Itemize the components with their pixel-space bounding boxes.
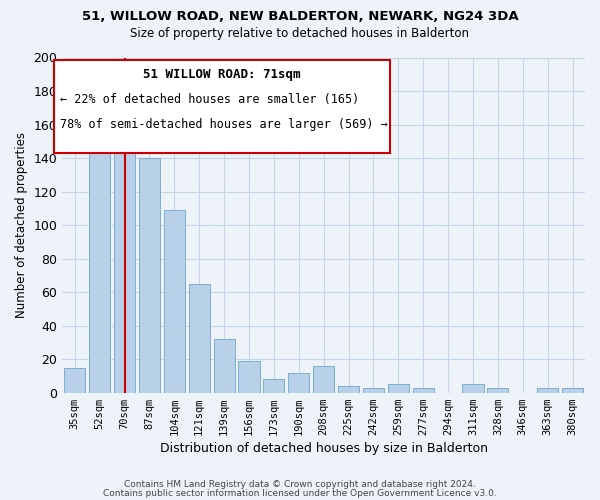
Bar <box>64 368 85 392</box>
Y-axis label: Number of detached properties: Number of detached properties <box>15 132 28 318</box>
Bar <box>89 140 110 392</box>
Bar <box>338 386 359 392</box>
Bar <box>313 366 334 392</box>
Bar <box>238 361 260 392</box>
Bar <box>139 158 160 392</box>
Text: ← 22% of detached houses are smaller (165): ← 22% of detached houses are smaller (16… <box>60 92 359 106</box>
Bar <box>537 388 558 392</box>
Bar <box>263 380 284 392</box>
Bar <box>114 140 135 392</box>
Text: Contains HM Land Registry data © Crown copyright and database right 2024.: Contains HM Land Registry data © Crown c… <box>124 480 476 489</box>
Text: 51 WILLOW ROAD: 71sqm: 51 WILLOW ROAD: 71sqm <box>143 68 301 80</box>
Bar <box>188 284 210 393</box>
Bar <box>388 384 409 392</box>
Bar <box>363 388 384 392</box>
Bar <box>463 384 484 392</box>
Bar <box>413 388 434 392</box>
Text: Contains public sector information licensed under the Open Government Licence v3: Contains public sector information licen… <box>103 489 497 498</box>
Bar <box>164 210 185 392</box>
Text: 78% of semi-detached houses are larger (569) →: 78% of semi-detached houses are larger (… <box>60 118 388 130</box>
Text: 51, WILLOW ROAD, NEW BALDERTON, NEWARK, NG24 3DA: 51, WILLOW ROAD, NEW BALDERTON, NEWARK, … <box>82 10 518 23</box>
Bar <box>487 388 508 392</box>
Text: Size of property relative to detached houses in Balderton: Size of property relative to detached ho… <box>131 28 470 40</box>
X-axis label: Distribution of detached houses by size in Balderton: Distribution of detached houses by size … <box>160 442 488 455</box>
Bar <box>562 388 583 392</box>
Bar <box>288 372 310 392</box>
Bar <box>214 339 235 392</box>
